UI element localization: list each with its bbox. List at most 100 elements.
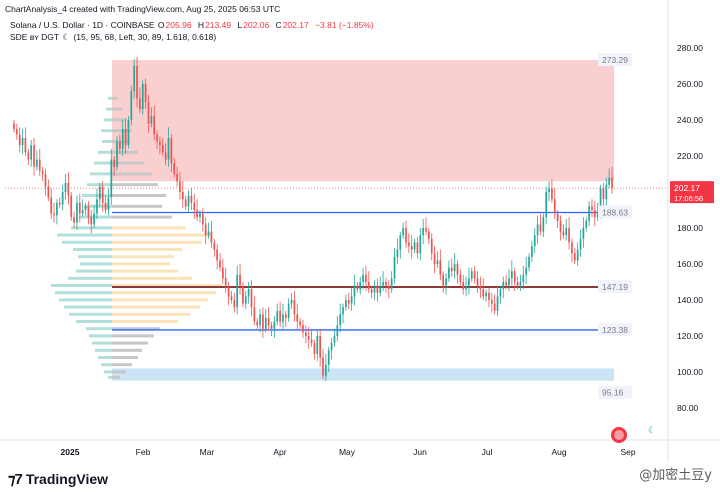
- candle-body: [528, 256, 530, 268]
- candle-body: [588, 206, 590, 221]
- profile-bar-left: [108, 375, 112, 379]
- candle-body: [141, 84, 144, 110]
- candle-body: [116, 141, 118, 167]
- x-tick-label: 2025: [61, 447, 80, 457]
- candle-body: [302, 325, 304, 333]
- candle-body: [525, 267, 528, 275]
- profile-bar-left: [89, 334, 112, 338]
- candle-body: [67, 183, 70, 196]
- profile-bar-left: [104, 370, 112, 374]
- candle-body: [425, 228, 427, 232]
- candle-body: [548, 188, 550, 192]
- candle-body: [496, 296, 499, 311]
- chart-attribution: ChartAnalysis_4 created with TradingView…: [5, 4, 281, 14]
- profile-bar-right: [112, 269, 178, 273]
- candle-body: [385, 282, 387, 286]
- candle-body: [453, 264, 456, 272]
- y-tick-label: 220.00: [677, 151, 703, 161]
- candle-body: [362, 274, 364, 282]
- candle-body: [356, 285, 359, 290]
- candle-body: [119, 141, 121, 149]
- candle-body: [387, 285, 390, 290]
- candle-body: [313, 343, 316, 354]
- candle-body: [196, 210, 198, 218]
- candle-body: [13, 123, 15, 129]
- open-value: 205.96: [165, 20, 192, 30]
- profile-bar-left: [55, 291, 112, 295]
- x-tick-label: May: [339, 447, 356, 457]
- y-tick-label: 120.00: [677, 331, 703, 341]
- candle-body: [459, 274, 462, 282]
- candle-body: [181, 192, 184, 200]
- candle-body: [479, 285, 482, 290]
- profile-bar-right: [112, 96, 118, 100]
- profile-bar-left: [101, 363, 112, 367]
- candle-body: [393, 256, 396, 279]
- candle-body: [585, 220, 588, 228]
- candle-body: [433, 253, 436, 264]
- candle-body: [307, 336, 310, 340]
- candle-body: [468, 278, 470, 286]
- indicator-eye-icon[interactable]: ☾: [62, 32, 71, 42]
- candle-body: [531, 246, 533, 257]
- candle-body: [576, 249, 579, 261]
- tag-147: 147.19: [602, 282, 628, 292]
- profile-bar-left: [84, 204, 112, 208]
- tradingview-logo[interactable]: ⁊7 TradingView: [8, 470, 108, 488]
- candle-body: [273, 321, 276, 329]
- profile-bar-right: [112, 348, 142, 352]
- profile-bar-left: [104, 118, 112, 122]
- candle-body: [448, 267, 450, 279]
- candle-body: [536, 224, 539, 236]
- candle-body: [402, 228, 404, 236]
- profile-bar-right: [112, 284, 222, 287]
- profile-bar-left: [62, 240, 112, 244]
- indicator-moon-icon: ☾: [648, 425, 656, 435]
- tag-95-bg: [598, 385, 632, 399]
- candle-body: [78, 202, 81, 214]
- candle-body: [253, 307, 256, 322]
- candle-body: [556, 213, 559, 221]
- profile-bar-left: [94, 161, 112, 165]
- price-chart[interactable]: 80.00100.00120.00140.00160.00180.00200.0…: [0, 0, 720, 462]
- candle-body: [488, 292, 490, 300]
- candle-body: [159, 141, 161, 146]
- candle-body: [270, 325, 273, 329]
- candle-body: [482, 289, 485, 297]
- candle-body: [490, 300, 493, 304]
- profile-bar-left: [106, 107, 112, 111]
- candle-body: [101, 186, 104, 203]
- profile-bar-left: [101, 129, 112, 133]
- profile-bar-right: [112, 150, 138, 154]
- profile-bar-right: [112, 183, 158, 187]
- candle-body: [264, 318, 267, 329]
- profile-bar-left: [76, 269, 112, 273]
- candle-body: [164, 152, 167, 160]
- close-key: C: [275, 20, 282, 30]
- candle-body: [210, 231, 213, 243]
- supply-zone: [112, 60, 614, 182]
- candle-body: [44, 174, 47, 187]
- symbol-title: Solana / U.S. Dollar · 1D · COINBASE: [10, 20, 155, 30]
- candle-body: [390, 278, 393, 290]
- candle-body: [542, 217, 545, 232]
- candle-body: [473, 271, 476, 279]
- candle-body: [247, 289, 250, 297]
- candle-body: [353, 285, 356, 297]
- profile-bar-right: [112, 262, 170, 266]
- candle-body: [36, 159, 38, 167]
- candle-body: [61, 192, 64, 205]
- profile-bar-left: [108, 96, 112, 100]
- candle-body: [179, 181, 181, 192]
- x-tick-label: Feb: [136, 447, 151, 457]
- candle-body: [230, 296, 233, 300]
- candle-body: [516, 282, 519, 286]
- close-value: 202.17: [282, 20, 309, 30]
- candle-body: [339, 314, 342, 326]
- candle-body: [608, 177, 610, 185]
- candle-body: [605, 184, 608, 200]
- candle-body: [345, 300, 347, 308]
- candle-body: [73, 217, 75, 223]
- candle-body: [319, 336, 322, 358]
- candle-body: [227, 285, 230, 297]
